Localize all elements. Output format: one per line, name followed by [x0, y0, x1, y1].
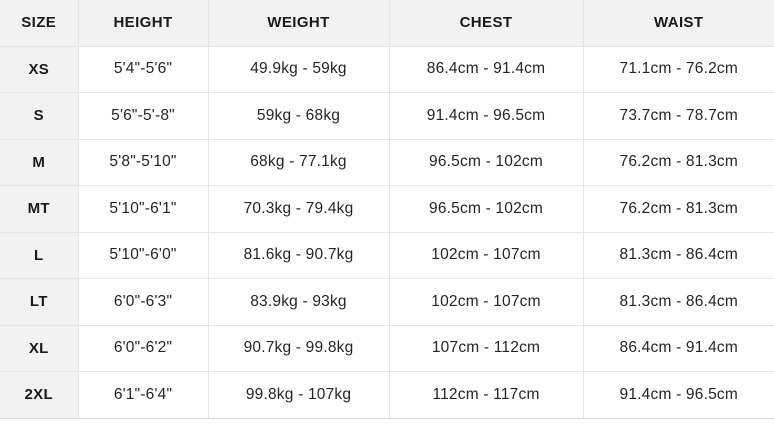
header-row: SIZE HEIGHT WEIGHT CHEST WAIST: [0, 0, 774, 47]
weight-cell: 70.3kg - 79.4kg: [207, 185, 390, 233]
waist-cell: 86.4cm - 91.4cm: [582, 324, 774, 372]
chest-cell: 107cm - 112cm: [388, 324, 584, 372]
chest-cell: 96.5cm - 102cm: [388, 138, 584, 186]
col-header-weight: WEIGHT: [207, 0, 390, 47]
weight-cell: 68kg - 77.1kg: [207, 138, 390, 186]
waist-cell: 73.7cm - 78.7cm: [582, 92, 774, 140]
table-row-l: L 5'10"-6'0" 81.6kg - 90.7kg 102cm - 107…: [0, 231, 774, 279]
chest-cell: 112cm - 117cm: [388, 371, 584, 419]
chest-cell: 96.5cm - 102cm: [388, 185, 584, 233]
size-label: S: [0, 92, 79, 140]
height-cell: 5'6"-5'-8": [77, 92, 209, 140]
weight-cell: 83.9kg - 93kg: [207, 278, 390, 326]
waist-cell: 76.2cm - 81.3cm: [582, 138, 774, 186]
size-label: MT: [0, 185, 79, 233]
weight-cell: 99.8kg - 107kg: [207, 371, 390, 419]
weight-cell: 81.6kg - 90.7kg: [207, 231, 390, 279]
waist-cell: 91.4cm - 96.5cm: [582, 371, 774, 419]
table-row-2xl: 2XL 6'1"-6'4" 99.8kg - 107kg 112cm - 117…: [0, 371, 774, 419]
col-header-height: HEIGHT: [77, 0, 209, 47]
size-chart-table: SIZE HEIGHT WEIGHT CHEST WAIST XS 5'4"-5…: [0, 0, 774, 419]
height-cell: 6'0"-6'2": [77, 324, 209, 372]
height-cell: 6'1"-6'4": [77, 371, 209, 419]
weight-cell: 90.7kg - 99.8kg: [207, 324, 390, 372]
height-cell: 5'10"-6'0": [77, 231, 209, 279]
table-row-xs: XS 5'4"-5'6" 49.9kg - 59kg 86.4cm - 91.4…: [0, 45, 774, 93]
col-header-chest: CHEST: [388, 0, 584, 47]
size-label: L: [0, 231, 79, 279]
height-cell: 6'0"-6'3": [77, 278, 209, 326]
size-chart: SIZE HEIGHT WEIGHT CHEST WAIST XS 5'4"-5…: [0, 0, 774, 419]
table-row-s: S 5'6"-5'-8" 59kg - 68kg 91.4cm - 96.5cm…: [0, 92, 774, 140]
table-row-m: M 5'8"-5'10" 68kg - 77.1kg 96.5cm - 102c…: [0, 138, 774, 186]
table-row-xl: XL 6'0"-6'2" 90.7kg - 99.8kg 107cm - 112…: [0, 324, 774, 372]
height-cell: 5'8"-5'10": [77, 138, 209, 186]
waist-cell: 81.3cm - 86.4cm: [582, 278, 774, 326]
size-label: XL: [0, 324, 79, 372]
chest-cell: 102cm - 107cm: [388, 231, 584, 279]
chest-cell: 86.4cm - 91.4cm: [388, 45, 584, 93]
weight-cell: 59kg - 68kg: [207, 92, 390, 140]
height-cell: 5'4"-5'6": [77, 45, 209, 93]
chest-cell: 102cm - 107cm: [388, 278, 584, 326]
waist-cell: 71.1cm - 76.2cm: [582, 45, 774, 93]
size-label: M: [0, 138, 79, 186]
chest-cell: 91.4cm - 96.5cm: [388, 92, 584, 140]
size-label: LT: [0, 278, 79, 326]
waist-cell: 81.3cm - 86.4cm: [582, 231, 774, 279]
table-row-lt: LT 6'0"-6'3" 83.9kg - 93kg 102cm - 107cm…: [0, 278, 774, 326]
col-header-size: SIZE: [0, 0, 79, 47]
table-row-mt: MT 5'10"-6'1" 70.3kg - 79.4kg 96.5cm - 1…: [0, 185, 774, 233]
col-header-waist: WAIST: [582, 0, 774, 47]
height-cell: 5'10"-6'1": [77, 185, 209, 233]
size-label: 2XL: [0, 371, 79, 419]
weight-cell: 49.9kg - 59kg: [207, 45, 390, 93]
waist-cell: 76.2cm - 81.3cm: [582, 185, 774, 233]
size-label: XS: [0, 45, 79, 93]
